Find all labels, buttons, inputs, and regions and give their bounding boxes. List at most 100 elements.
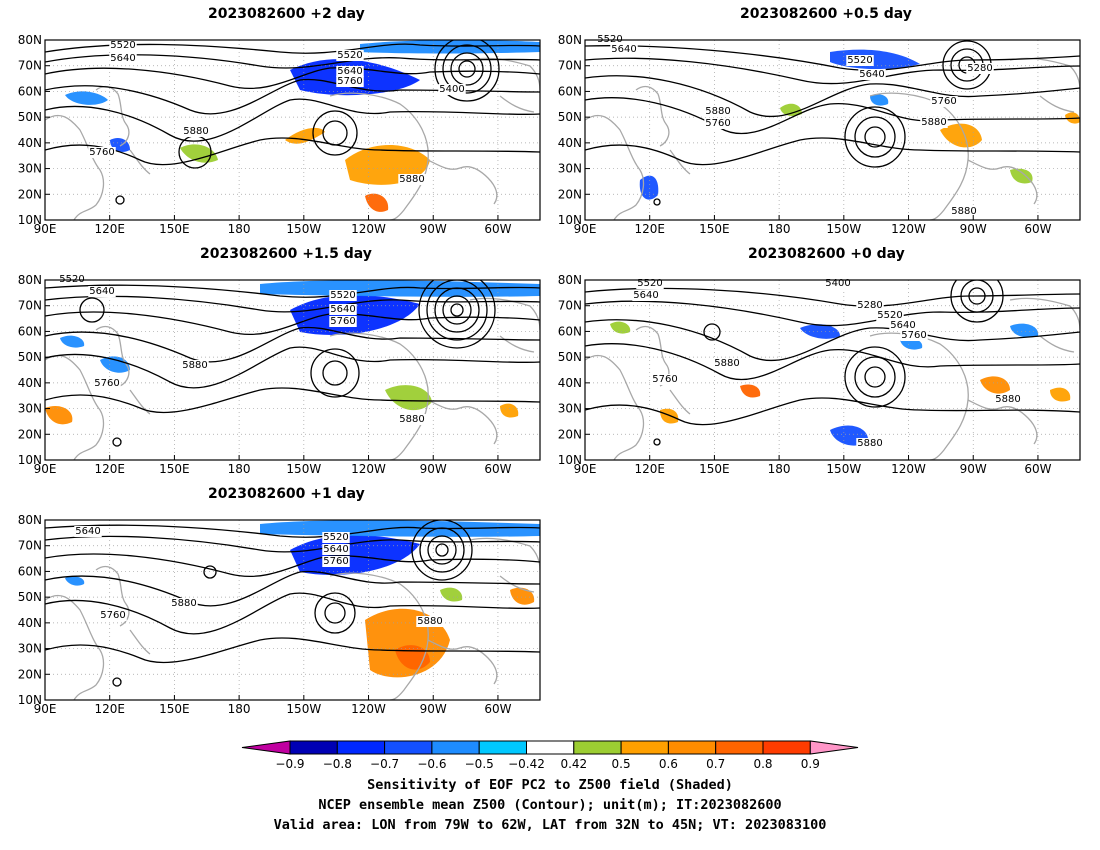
coastline [967,399,1038,445]
z500-closed-contour [112,677,122,687]
lat-tick-label: 80N [18,273,42,287]
negative-sensitivity-shading [900,338,923,350]
positive-sensitivity-shading [385,385,432,411]
map-panel-plus-2-day: 2023082600 +2 day 5520 5640 5520 5640 5760 54… [0,0,545,245]
z500-closed-contour [115,195,125,205]
lat-tick-label: 60N [558,324,582,338]
map-frame [584,39,1081,221]
contour-label: 5880 [995,394,1020,405]
negative-sensitivity-shading [360,40,540,54]
colorbar-label: −0.9 [275,757,304,771]
colorbar-swatch [715,740,764,755]
lat-tick-label: 40N [558,376,582,390]
lat-tick-label: 20N [558,187,582,201]
contour-label: 5880 [417,616,442,627]
lon-tick-label: 150W [286,222,321,236]
contour-label: 5880 [171,598,196,609]
z500-contour [585,97,1080,135]
panel-title: 2023082600 +1.5 day [200,246,372,262]
negative-sensitivity-shading [65,576,85,586]
z500-contour [45,137,540,166]
colorbar-swatch [573,740,622,755]
map-plot: 5520564054005280552056405760576058805880… [558,273,1081,476]
z500-contour [585,75,1080,118]
negative-sensitivity-shading [800,324,840,339]
colorbar-label: 0.8 [753,757,772,771]
lat-tick-label: 10N [18,453,42,467]
contour-label: 5400 [439,84,464,95]
z500-contour [45,387,540,414]
contour-label: 5640 [75,526,100,537]
lon-tick-label: 120E [634,462,665,476]
z500-closed-contour [434,287,480,333]
lon-tick-label: 120E [94,462,125,476]
lat-tick-label: 60N [18,84,42,98]
contour-label: 5640 [633,290,658,301]
contour-label: 5640 [337,66,362,77]
coastline [129,149,151,175]
z500-closed-contour [854,116,896,158]
z500-closed-contour [418,280,496,349]
coastline [129,629,151,655]
coastline [869,332,969,460]
colorbar-swatch [667,740,717,755]
z500-contour [45,592,540,635]
colorbar-swatch [478,740,528,755]
lat-tick-label: 20N [18,667,42,681]
contour-label: 5880 [399,414,424,425]
lon-tick-label: 120W [891,462,926,476]
z500-closed-contour [112,437,122,447]
contour-label: 5640 [890,320,915,331]
lon-tick-label: 60W [484,702,511,716]
coastline [427,399,498,445]
contour-label: 5400 [825,278,850,289]
lat-tick-label: 70N [558,299,582,313]
plot-area [585,40,1080,220]
figure-caption: Sensitivity of EOF PC2 to Z500 field (Sh… [0,775,1100,835]
lon-tick-label: 90E [574,222,597,236]
lat-tick-label: 70N [18,299,42,313]
z500-contour [45,346,540,389]
positive-sensitivity-shading [1050,387,1071,402]
negative-sensitivity-shading [65,91,108,105]
z500-contour [45,54,540,69]
z500-closed-contour [324,602,346,624]
map-frame [44,519,541,701]
negative-sensitivity-shading [639,175,659,200]
z500-contour [585,397,1080,426]
lon-tick-label: 90E [34,702,57,716]
coastline [499,95,535,113]
coastline [869,92,969,220]
z500-contour [45,67,540,90]
lon-tick-label: 120E [94,222,125,236]
positive-sensitivity-shading [500,403,519,418]
coastline [129,389,151,415]
coastline [469,57,540,91]
z500-closed-contour [434,40,500,102]
coastline [95,565,130,627]
contour-label: 5640 [89,286,114,297]
z500-closed-contour [79,297,105,323]
lat-tick-label: 80N [18,513,42,527]
map-frame [44,279,541,461]
z500-closed-contour [442,44,492,94]
lat-tick-label: 50N [18,110,42,124]
lon-tick-label: 60W [484,222,511,236]
lat-tick-label: 40N [18,376,42,390]
contour-label: 5520 [110,40,135,51]
contour-label: 5880 [714,358,739,369]
lon-tick-label: 150W [826,462,861,476]
map-panel-plus-0.5-day: 2023082600 +0.5 day 5520 5640 5520 5640 5280… [540,0,1100,245]
lat-tick-label: 80N [18,33,42,47]
lat-tick-label: 20N [558,427,582,441]
colorbar-swatch [289,740,338,755]
lon-tick-label: 120W [351,222,386,236]
lat-tick-label: 40N [18,616,42,630]
contour-label: 5880 [705,106,730,117]
caption-line-1: Sensitivity of EOF PC2 to Z500 field (Sh… [367,777,733,793]
contour-label: 5520 [323,532,348,543]
coastline [469,537,540,571]
map-panel-plus-1-day: 2023082600 +1 day 5640 5520 5640 5760 5880 57… [0,480,545,725]
contour-label: 5760 [330,316,355,327]
